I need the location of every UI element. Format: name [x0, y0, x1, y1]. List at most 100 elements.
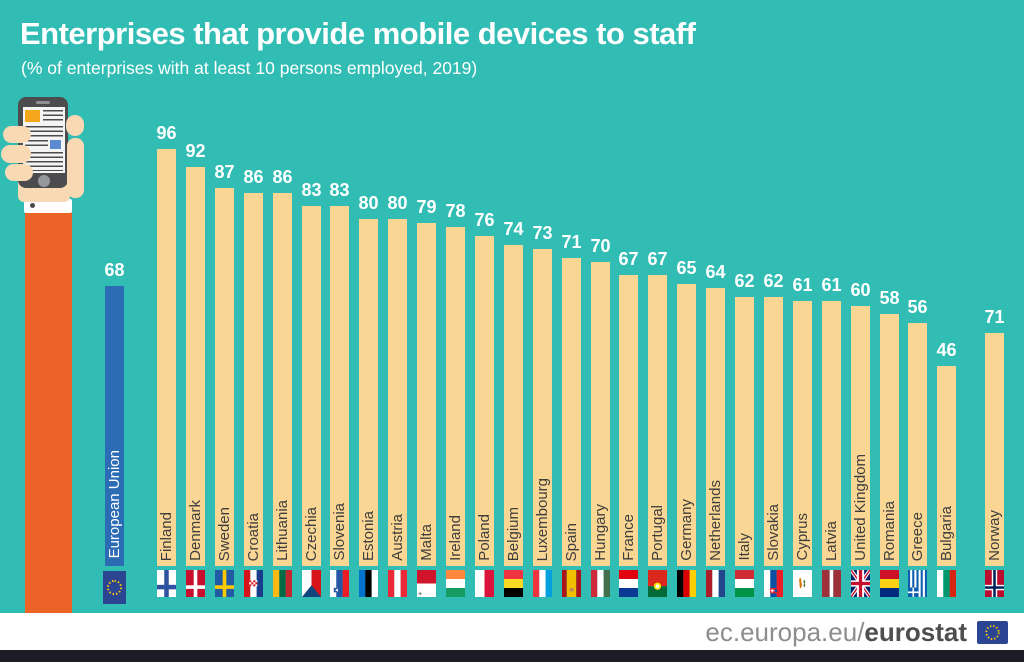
- country-label: Sweden: [216, 506, 233, 561]
- hr-flag-icon: [244, 570, 263, 597]
- screen-text-lines: [25, 126, 63, 138]
- sk-flag-icon: [764, 570, 783, 597]
- bar-mt: [417, 223, 436, 566]
- palm-shape: [67, 138, 84, 198]
- bar-ro: [880, 314, 899, 566]
- no-flag-art: [985, 570, 1004, 597]
- bar-value-label: 61: [792, 275, 813, 295]
- eu-flag-art: [103, 571, 126, 604]
- si-flag-art: [330, 570, 349, 597]
- cy-flag-icon: [793, 570, 812, 597]
- at-flag-art: [388, 570, 407, 597]
- finger-shape: [5, 164, 33, 181]
- se-flag-icon: [215, 570, 234, 597]
- page-title: Enterprises that provide mobile devices …: [20, 16, 696, 51]
- dk-flag-icon: [186, 570, 205, 597]
- hr-flag-art: [244, 570, 263, 597]
- es-flag-icon: [562, 570, 581, 597]
- country-label: Latvia: [823, 520, 840, 561]
- sk-flag-art: [764, 570, 783, 597]
- pt-flag-icon: [648, 570, 667, 597]
- phone-speaker-shape: [36, 101, 50, 104]
- bar-value-label: 60: [850, 280, 871, 300]
- bar-nl: [706, 288, 725, 566]
- bar-value-label: 83: [329, 180, 350, 200]
- finger-shape: [3, 126, 31, 143]
- lu-flag-art: [533, 570, 552, 597]
- country-label: Germany: [678, 499, 695, 561]
- country-label: Portugal: [649, 505, 666, 561]
- bar-lu: [533, 249, 552, 566]
- bar-value-label: 92: [185, 141, 206, 161]
- country-label: Bulgaria: [938, 505, 955, 561]
- mt-flag-art: [417, 570, 436, 597]
- bar-no: [985, 333, 1004, 566]
- bar-de: [677, 284, 696, 566]
- bar-hr: [244, 193, 263, 566]
- bar-cz: [302, 206, 321, 566]
- no-flag-icon: [985, 570, 1004, 597]
- country-label: Denmark: [187, 500, 204, 561]
- screen-image-placeholder: [50, 140, 61, 149]
- bar-es: [562, 258, 581, 566]
- bar-pt: [648, 275, 667, 566]
- bar-fi: [157, 149, 176, 566]
- country-label: Croatia: [245, 512, 262, 561]
- de-flag-icon: [677, 570, 696, 597]
- bar-lv: [822, 301, 841, 566]
- fr-flag-icon: [619, 570, 638, 597]
- bar-value-label: 67: [618, 249, 639, 269]
- eurostat-url: ec.europa.eu/eurostat: [705, 613, 967, 650]
- it-flag-art: [735, 570, 754, 597]
- country-label: Hungary: [592, 504, 609, 561]
- bar-ie: [446, 227, 465, 566]
- finger-shape: [1, 145, 31, 163]
- country-label: Belgium: [505, 506, 522, 561]
- ie-flag-art: [446, 570, 465, 597]
- bar-value-label: 62: [763, 271, 784, 291]
- bar-value-label: 73: [532, 223, 553, 243]
- ro-flag-art: [880, 570, 899, 597]
- cz-flag-icon: [302, 570, 321, 597]
- shirt-cuff-shape: [24, 199, 72, 213]
- bar-value-label: 71: [561, 232, 582, 252]
- be-flag-art: [504, 570, 523, 597]
- fr-flag-art: [619, 570, 638, 597]
- bar-value-label: 68: [104, 260, 125, 280]
- bar-value-label: 86: [243, 167, 264, 187]
- bar-value-label: 76: [474, 210, 495, 230]
- lt-flag-icon: [273, 570, 292, 597]
- thumb-shape: [66, 115, 84, 136]
- bg-flag-art: [937, 570, 956, 597]
- nl-flag-art: [706, 570, 725, 597]
- phone-home-button-shape: [38, 175, 50, 187]
- gr-flag-art: [908, 570, 927, 597]
- mt-flag-icon: [417, 570, 436, 597]
- gr-flag-icon: [908, 570, 927, 597]
- be-flag-icon: [504, 570, 523, 597]
- lv-flag-art: [822, 570, 841, 597]
- eu-flag-logo: [977, 621, 1008, 644]
- bar-value-label: 62: [734, 271, 755, 291]
- bar-lt: [273, 193, 292, 566]
- bar-value-label: 70: [590, 236, 611, 256]
- bar-value-label: 71: [984, 307, 1005, 327]
- screen-text-lines: [25, 152, 63, 171]
- bar-value-label: 65: [676, 258, 697, 278]
- country-label: European Union: [106, 449, 123, 558]
- lu-flag-icon: [533, 570, 552, 597]
- dk-flag-art: [186, 570, 205, 597]
- country-label: Netherlands: [707, 480, 724, 561]
- at-flag-icon: [388, 570, 407, 597]
- hu-flag-icon: [591, 570, 610, 597]
- country-label: United Kingdom: [852, 454, 869, 561]
- bar-value-label: 80: [387, 193, 408, 213]
- bar-sk: [764, 297, 783, 566]
- bar-dk: [186, 167, 205, 566]
- bar-value-label: 78: [445, 201, 466, 221]
- page-subtitle: (% of enterprises with at least 10 perso…: [21, 58, 478, 78]
- it-flag-icon: [735, 570, 754, 597]
- gb-flag-art: [851, 570, 870, 597]
- bar-value-label: 67: [647, 249, 668, 269]
